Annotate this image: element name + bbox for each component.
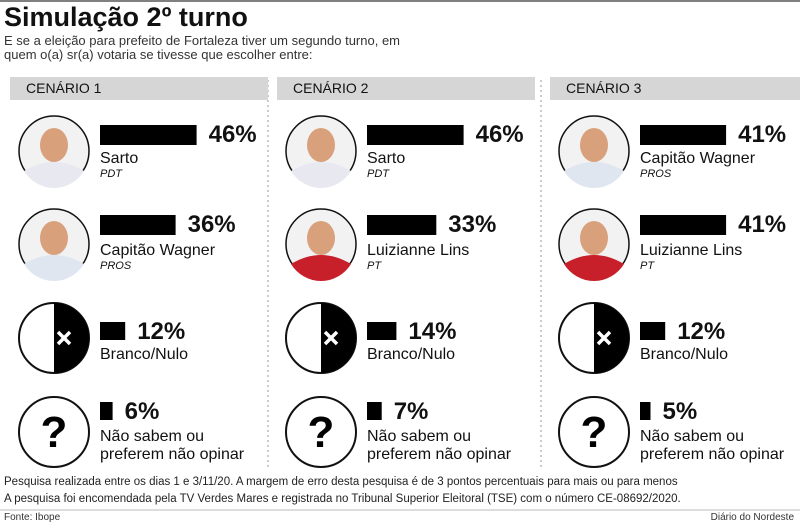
category-label: Branco/Nulo [367, 346, 456, 363]
photo-body [291, 255, 351, 281]
bar [100, 402, 113, 420]
bar [367, 125, 464, 145]
category-label: Não sabem ou preferem não opinar [640, 428, 785, 463]
question-mark: ? [581, 408, 608, 457]
party-label: PROS [640, 168, 672, 180]
party-label: PT [367, 260, 382, 272]
photo-head [40, 128, 68, 162]
photo-head [307, 128, 335, 162]
note: Pesquisa realizada entre os dias 1 e 3/1… [4, 476, 678, 488]
credit: Diário do Nordeste [710, 512, 794, 523]
party-label: PROS [100, 260, 132, 272]
value-label: 33% [448, 211, 497, 238]
value-label: 41% [738, 121, 787, 148]
value-label: 6% [124, 398, 160, 425]
bar [100, 125, 197, 145]
bar [640, 125, 727, 145]
photo-body [564, 255, 624, 281]
bar [367, 215, 437, 235]
question-icon [285, 396, 357, 468]
scenario-title: CENÁRIO 2 [293, 80, 369, 96]
category-label: Luizianne Lins [640, 242, 743, 259]
note: A pesquisa foi encomendada pela TV Verde… [4, 493, 681, 505]
category-label: Sarto [367, 150, 406, 167]
bar [367, 322, 397, 340]
scenario-title: CENÁRIO 3 [566, 80, 642, 96]
photo-head [307, 221, 335, 255]
blank-half [594, 303, 629, 373]
subtitle: E se a eleição para prefeito de Fortalez… [4, 33, 400, 62]
photo-body [24, 162, 84, 188]
photo-body [24, 255, 84, 281]
blank-half [54, 303, 89, 373]
blank-x [56, 330, 72, 346]
question-mark: ? [308, 408, 335, 457]
category-label: Não sabem ou preferem não opinar [100, 428, 245, 463]
bar [640, 322, 666, 340]
photo-head [580, 128, 608, 162]
scenario-header [550, 77, 800, 100]
value-label: 46% [208, 121, 257, 148]
party-label: PT [640, 260, 655, 272]
party-label: PDT [100, 168, 122, 180]
category-label: Branco/Nulo [640, 346, 729, 363]
category-label: Luizianne Lins [367, 242, 470, 259]
photo-body [291, 162, 351, 188]
scenario-header [277, 77, 535, 100]
category-label: Branco/Nulo [100, 346, 189, 363]
photo-body [564, 162, 624, 188]
value-label: 36% [187, 211, 236, 238]
scenario-title: CENÁRIO 1 [26, 80, 102, 96]
category-label: Sarto [100, 150, 139, 167]
bar [640, 402, 651, 420]
party-label: PDT [367, 168, 389, 180]
blank-x [596, 330, 612, 346]
category-label: Capitão Wagner [640, 150, 756, 167]
question-icon [558, 396, 630, 468]
value-label: 5% [662, 398, 698, 425]
blank-half [321, 303, 356, 373]
bar [640, 215, 727, 235]
blank-x [323, 330, 339, 346]
photo-head [40, 221, 68, 255]
category-label: Não sabem ou preferem não opinar [367, 428, 512, 463]
scenario-header [10, 77, 268, 100]
source: Fonte: Ibope [4, 512, 61, 523]
category-label: Capitão Wagner [100, 242, 216, 259]
value-label: 41% [738, 211, 787, 238]
bar [367, 402, 382, 420]
value-label: 12% [137, 318, 186, 345]
title: Simulação 2º turno [4, 2, 248, 32]
question-mark: ? [41, 408, 68, 457]
photo-head [580, 221, 608, 255]
bar [100, 215, 176, 235]
value-label: 14% [408, 318, 457, 345]
bar [100, 322, 126, 340]
question-icon [18, 396, 90, 468]
value-label: 12% [677, 318, 726, 345]
value-label: 46% [475, 121, 524, 148]
value-label: 7% [393, 398, 429, 425]
